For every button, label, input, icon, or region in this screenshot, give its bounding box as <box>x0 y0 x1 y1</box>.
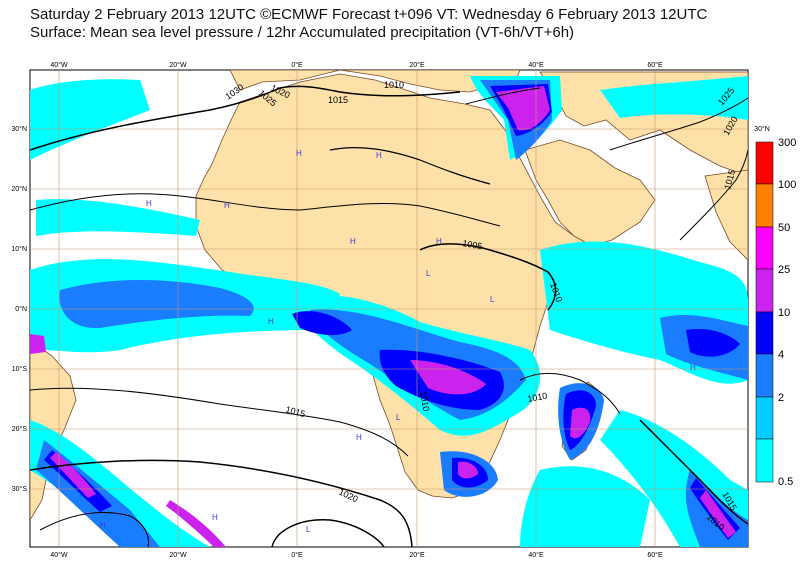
isobar-label: 1010 <box>384 80 404 90</box>
lon-label-bottom: 40°W <box>50 551 68 559</box>
pressure-centre: H <box>146 199 152 208</box>
legend-label: 100 <box>778 179 797 191</box>
precipitation-areas <box>30 76 748 547</box>
isobar-label: 1015 <box>328 95 348 105</box>
graticule <box>30 70 748 547</box>
legend-swatch <box>755 141 774 185</box>
legend-swatch <box>755 226 774 270</box>
legend-swatch <box>755 268 774 313</box>
pressure-centre: H <box>224 201 230 210</box>
isobars <box>30 85 748 547</box>
pressure-centre: H <box>376 151 382 160</box>
pressure-centre: L <box>490 295 495 304</box>
pressure-centre: H <box>296 149 302 158</box>
legend-label: 10 <box>778 307 791 319</box>
pressure-centre: L <box>426 269 431 278</box>
lon-label-top: 20°W <box>169 61 187 69</box>
pressure-centre: L <box>306 525 311 534</box>
legend-swatch <box>755 183 774 228</box>
lon-label-top: 40°E <box>528 61 544 69</box>
legend-swatch <box>755 438 774 483</box>
pressure-centre: H <box>268 317 274 326</box>
lat-label: 10°N <box>11 245 27 253</box>
lat-label: 10°S <box>12 365 28 373</box>
lon-label-bottom: 0°E <box>291 551 303 559</box>
chart-title-line1: Saturday 2 February 2013 12UTC ©ECMWF Fo… <box>30 6 708 23</box>
lat-label: 30°N <box>11 125 27 133</box>
lon-label-bottom: 20°W <box>169 551 187 559</box>
pressure-centres: H H H H H H L L H H L H L H H <box>100 149 696 534</box>
chart-title-line2: Surface: Mean sea level pressure / 12hr … <box>30 24 575 41</box>
pressure-centre: H <box>100 521 106 530</box>
legend-swatch <box>755 396 774 440</box>
pressure-centre: H <box>436 237 442 246</box>
lon-label-bottom: 60°E <box>647 551 663 559</box>
pressure-centre: H <box>356 433 362 442</box>
latitude-labels: 30°N 20°N 10°N 0°N 10°S 20°S 30°S 30°N <box>11 125 769 493</box>
lat-label: 20°N <box>11 185 27 193</box>
lon-label-top: 40°W <box>50 61 68 69</box>
pressure-centre: H <box>350 237 356 246</box>
legend-label: 25 <box>778 264 791 276</box>
pressure-centre: L <box>396 413 401 422</box>
legend-label: 4 <box>778 349 785 361</box>
lon-label-top: 0°E <box>291 61 303 69</box>
legend-label: 2 <box>778 392 785 404</box>
legend-label: 0.5 <box>778 476 794 488</box>
longitude-labels: 40°W 20°W 0°E 20°E 40°E 60°E 40°W 20°W 0… <box>50 61 663 559</box>
pressure-centre: H <box>212 513 218 522</box>
isobar-label: 1010 <box>527 391 548 404</box>
isobar-label: 1010 <box>418 391 431 412</box>
lon-label-bottom: 40°E <box>528 551 544 559</box>
precipitation-legend <box>755 141 774 483</box>
legend-label: 300 <box>778 137 797 149</box>
pressure-centre: H <box>690 363 696 372</box>
lon-label-top: 60°E <box>647 61 663 69</box>
lat-label: 30°S <box>12 485 28 493</box>
isobar-label: 1005 <box>462 238 483 251</box>
lon-label-bottom: 20°E <box>409 551 425 559</box>
arabian-peninsula <box>524 139 656 247</box>
lat-label: 20°S <box>12 425 28 433</box>
lat-label-right: 30°N <box>754 125 770 133</box>
lon-label-top: 20°E <box>409 61 425 69</box>
legend-swatch <box>755 353 774 398</box>
legend-label: 50 <box>778 222 791 234</box>
lat-label: 0°N <box>15 305 27 313</box>
legend-swatch <box>755 311 774 355</box>
